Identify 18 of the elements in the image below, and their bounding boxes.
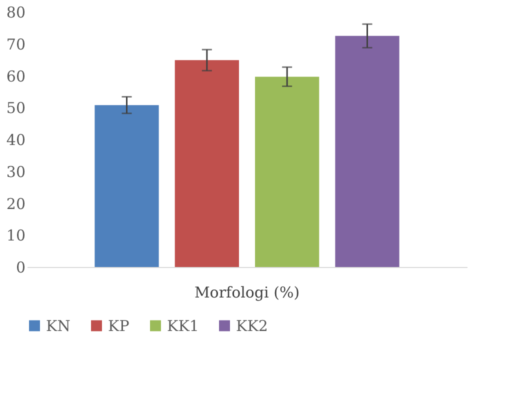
legend-label: KK2 (236, 316, 268, 335)
y-tick-label: 0 (16, 258, 26, 276)
bar (94, 105, 159, 267)
y-tick-label: 40 (6, 131, 26, 149)
y-tick-label: 20 (6, 194, 26, 213)
legend-label: KK1 (167, 316, 199, 335)
y-tick-label: 60 (6, 67, 26, 86)
x-tick-label: Morfologi (%) (194, 284, 300, 302)
y-tick-label: 50 (6, 99, 26, 118)
y-tick-label: 10 (6, 226, 26, 245)
y-tick-label: 70 (6, 35, 26, 54)
legend-label: KN (46, 316, 70, 335)
y-tick-label: 30 (6, 162, 26, 181)
y-tick-label: 80 (6, 4, 26, 22)
legend-label: KP (108, 316, 130, 335)
bar (174, 60, 239, 267)
bar (335, 36, 400, 267)
bar (255, 76, 320, 267)
